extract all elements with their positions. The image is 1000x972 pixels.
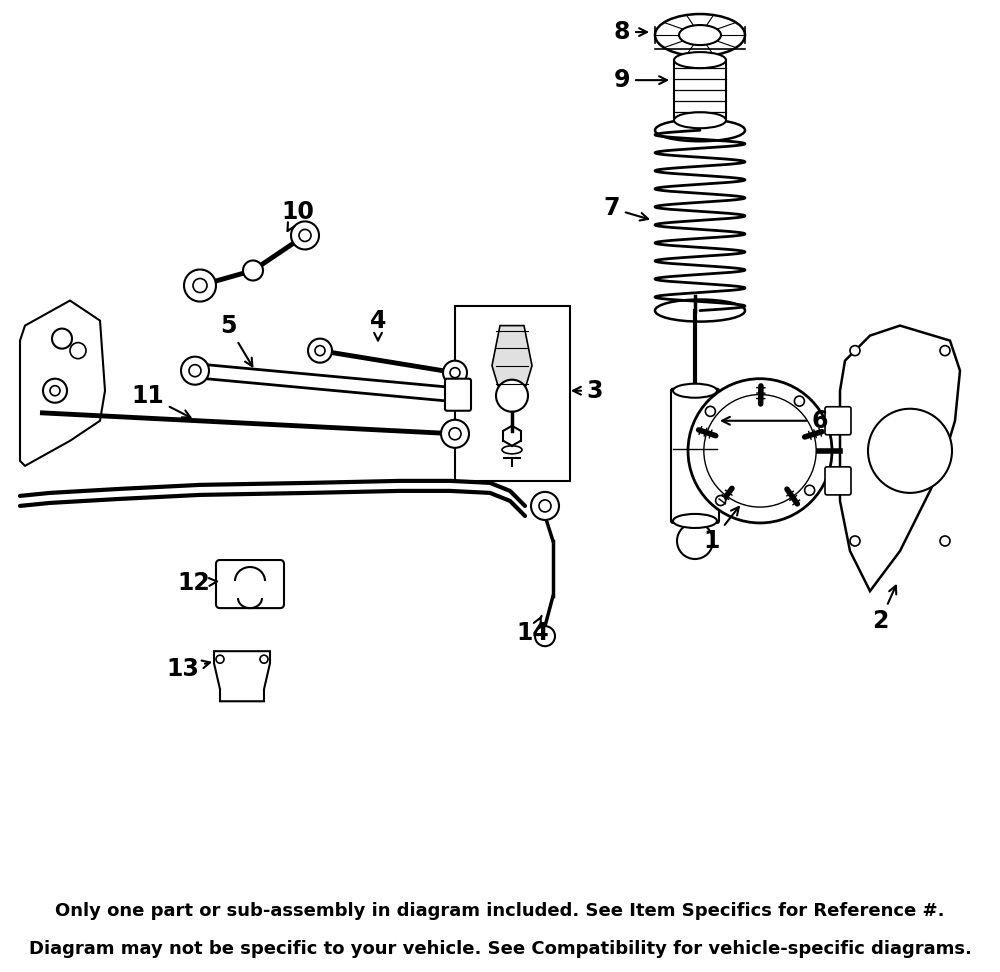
Circle shape bbox=[850, 536, 860, 546]
Circle shape bbox=[216, 655, 224, 663]
Polygon shape bbox=[840, 326, 960, 591]
Circle shape bbox=[940, 346, 950, 356]
Ellipse shape bbox=[674, 112, 726, 128]
Circle shape bbox=[449, 428, 461, 439]
Text: 12: 12 bbox=[178, 572, 217, 595]
Text: 10: 10 bbox=[282, 200, 314, 231]
Text: Only one part or sub-assembly in diagram included. See Item Specifics for Refere: Only one part or sub-assembly in diagram… bbox=[55, 902, 945, 920]
Circle shape bbox=[868, 409, 952, 493]
FancyBboxPatch shape bbox=[216, 560, 284, 608]
Ellipse shape bbox=[673, 384, 717, 398]
Ellipse shape bbox=[655, 14, 745, 56]
Circle shape bbox=[50, 386, 60, 396]
Text: 2: 2 bbox=[872, 586, 896, 633]
Text: 8: 8 bbox=[614, 20, 647, 44]
Ellipse shape bbox=[674, 52, 726, 68]
Circle shape bbox=[805, 485, 815, 496]
FancyBboxPatch shape bbox=[825, 467, 851, 495]
Circle shape bbox=[299, 229, 311, 241]
Text: 11: 11 bbox=[132, 384, 190, 417]
Circle shape bbox=[716, 496, 726, 505]
Circle shape bbox=[940, 536, 950, 546]
FancyBboxPatch shape bbox=[671, 389, 719, 523]
Circle shape bbox=[794, 396, 804, 406]
Circle shape bbox=[315, 346, 325, 356]
Circle shape bbox=[723, 413, 797, 488]
Circle shape bbox=[181, 357, 209, 385]
Circle shape bbox=[704, 395, 816, 507]
Text: 7: 7 bbox=[604, 196, 648, 221]
Ellipse shape bbox=[673, 514, 717, 528]
Circle shape bbox=[677, 523, 713, 559]
Text: Diagram may not be specific to your vehicle. See Compatibility for vehicle-speci: Diagram may not be specific to your vehi… bbox=[29, 940, 971, 958]
Text: 3: 3 bbox=[573, 379, 603, 402]
Circle shape bbox=[43, 379, 67, 402]
Text: 9: 9 bbox=[614, 68, 667, 92]
Circle shape bbox=[705, 406, 715, 416]
Circle shape bbox=[184, 269, 216, 301]
FancyBboxPatch shape bbox=[825, 406, 851, 434]
Text: 1: 1 bbox=[704, 507, 739, 553]
Bar bbox=[674, 60, 726, 121]
Circle shape bbox=[441, 420, 469, 448]
Ellipse shape bbox=[502, 446, 522, 454]
Circle shape bbox=[291, 222, 319, 250]
Ellipse shape bbox=[655, 299, 745, 322]
Text: 5: 5 bbox=[220, 314, 252, 366]
Circle shape bbox=[450, 367, 460, 378]
Circle shape bbox=[850, 346, 860, 356]
Ellipse shape bbox=[679, 25, 721, 45]
Circle shape bbox=[193, 279, 207, 293]
Circle shape bbox=[308, 338, 332, 363]
Circle shape bbox=[539, 500, 551, 512]
Circle shape bbox=[531, 492, 559, 520]
Text: 13: 13 bbox=[167, 657, 210, 681]
Circle shape bbox=[535, 626, 555, 646]
Circle shape bbox=[496, 380, 528, 412]
Text: 6: 6 bbox=[722, 409, 828, 433]
Circle shape bbox=[70, 342, 86, 359]
Ellipse shape bbox=[655, 120, 745, 141]
Polygon shape bbox=[20, 300, 105, 466]
Circle shape bbox=[260, 655, 268, 663]
Circle shape bbox=[443, 361, 467, 385]
Text: 14: 14 bbox=[517, 616, 549, 645]
Bar bbox=[455, 305, 570, 481]
Circle shape bbox=[688, 379, 832, 523]
FancyBboxPatch shape bbox=[445, 379, 471, 411]
Polygon shape bbox=[492, 326, 532, 386]
Text: 4: 4 bbox=[370, 308, 386, 340]
Circle shape bbox=[243, 260, 263, 281]
Polygon shape bbox=[214, 651, 270, 701]
Circle shape bbox=[52, 329, 72, 349]
Circle shape bbox=[189, 364, 201, 377]
